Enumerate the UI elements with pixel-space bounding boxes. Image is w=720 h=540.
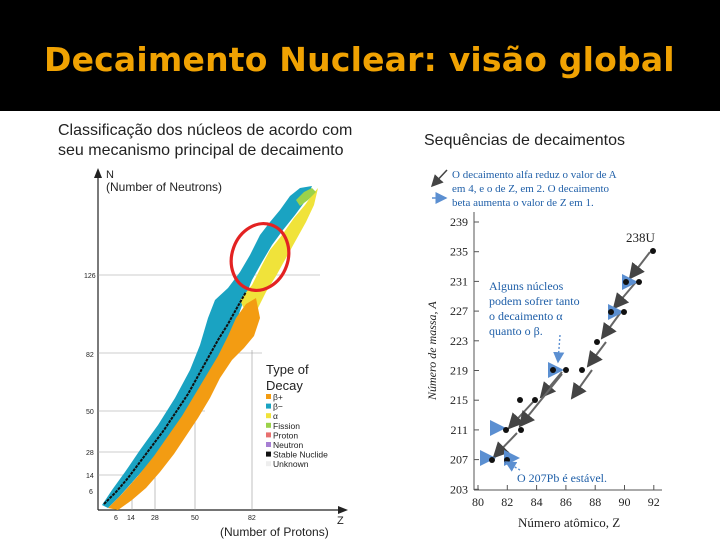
decay-series-chart: O decaimento alfa reduz o valor de A em … bbox=[425, 169, 662, 530]
nuclide-chart: N (Number of Neutrons) Z (Number of Prot… bbox=[84, 168, 348, 539]
decay-x-tick: 90 bbox=[619, 495, 631, 509]
decay-x-tick: 80 bbox=[472, 495, 484, 509]
legend-swatch bbox=[266, 442, 271, 447]
nuclide-y-letter: N bbox=[106, 169, 114, 181]
legend-swatch bbox=[266, 394, 271, 399]
nuclide-x-tick: 50 bbox=[191, 515, 199, 522]
left-caption-line1: Classificação dos núcleos de acordo com bbox=[58, 122, 353, 139]
right-caption: Sequências de decaimentos bbox=[424, 132, 626, 149]
legend-swatch bbox=[266, 451, 271, 457]
decay-y-tick: 231 bbox=[450, 274, 468, 288]
left-caption: Classificação dos núcleos de acordo com … bbox=[58, 121, 352, 161]
nuclide-y-tick: 6 bbox=[89, 489, 93, 496]
legend-title-line1: Type of bbox=[266, 362, 309, 377]
decay-y-tick: 207 bbox=[450, 453, 468, 467]
decay-y-tick: 211 bbox=[450, 423, 468, 437]
nuclide-y-tick: 50 bbox=[86, 409, 94, 416]
decay-mid-note-line1: Alguns núcleos bbox=[489, 279, 564, 293]
decay-y-tick: 203 bbox=[450, 482, 468, 496]
nuclide-stable-line bbox=[103, 291, 247, 505]
title-bar bbox=[0, 0, 720, 111]
nuclide-band-alpha bbox=[240, 188, 318, 318]
legend-swatch bbox=[266, 422, 271, 428]
decay-y-label: Número de massa, A bbox=[425, 301, 439, 401]
decay-start-label: 238U bbox=[626, 230, 656, 245]
decay-note-line3: beta aumenta o valor de Z em 1. bbox=[452, 197, 594, 209]
nuclide-x-letter: Z bbox=[337, 515, 344, 527]
legend-label: β+ bbox=[273, 392, 283, 402]
legend-label: β− bbox=[273, 402, 283, 412]
decay-x-tick: 86 bbox=[560, 495, 572, 509]
legend-label: Proton bbox=[273, 430, 298, 440]
nuclide-x-tick: 82 bbox=[248, 515, 256, 522]
legend-label: Stable Nuclide bbox=[273, 450, 328, 460]
decay-x-tick: 82 bbox=[501, 495, 513, 509]
nuclide-y-arrow bbox=[94, 168, 102, 178]
alpha-legend-arrow bbox=[430, 169, 448, 188]
decay-y-tick: 219 bbox=[450, 364, 468, 378]
decay-mid-note-line3: o decaimento α bbox=[489, 309, 563, 323]
legend-swatch bbox=[266, 461, 271, 467]
decay-note-line2: em 4, e o de Z, em 2. O decaimento bbox=[452, 183, 610, 195]
decay-x-tick: 92 bbox=[648, 495, 660, 509]
decay-end-label: O 207Pb é estável. bbox=[517, 471, 607, 485]
nuclide-y-tick: 14 bbox=[86, 473, 94, 480]
decay-y-tick: 223 bbox=[450, 334, 468, 348]
legend-label: Neutron bbox=[273, 440, 304, 450]
decay-y-tick: 227 bbox=[450, 304, 468, 318]
decay-chain bbox=[480, 248, 656, 472]
decay-mid-note: Alguns núcleos podem sofrer tanto o deca… bbox=[489, 279, 580, 338]
slide-title: Decaimento Nuclear: visão global bbox=[44, 40, 675, 79]
legend-swatch bbox=[266, 403, 271, 409]
decay-note-line1: O decaimento alfa reduz o valor de A bbox=[452, 169, 617, 181]
nuclide-y-tick: 28 bbox=[86, 450, 94, 457]
nuclide-highlight-circle bbox=[229, 222, 291, 292]
nuclide-x-label: (Number of Protons) bbox=[220, 525, 329, 539]
nuclide-band-fission bbox=[296, 188, 316, 206]
nuclide-x-tick: 28 bbox=[151, 515, 159, 522]
nuclide-y-tick: 126 bbox=[84, 273, 96, 280]
decay-y-tick: 215 bbox=[450, 393, 468, 407]
nuclide-y-label: (Number of Neutrons) bbox=[106, 180, 222, 194]
nuclide-x-tick: 14 bbox=[127, 515, 135, 522]
legend-title-line2: Decay bbox=[266, 378, 303, 393]
legend-label: Fission bbox=[273, 421, 300, 431]
legend-label: α bbox=[273, 411, 278, 421]
legend-label: Unknown bbox=[273, 459, 309, 469]
decay-y-tick: 239 bbox=[450, 215, 468, 229]
nuclide-x-arrow bbox=[338, 506, 348, 514]
nuclide-x-tick: 6 bbox=[114, 515, 118, 522]
legend-swatch bbox=[266, 432, 271, 438]
left-caption-line2: seu mecanismo principal de decaimento bbox=[58, 142, 344, 159]
nuclide-band-beta-minus bbox=[102, 186, 312, 508]
decay-mid-note-line4: quanto o β. bbox=[489, 324, 543, 338]
decay-x-tick: 88 bbox=[589, 495, 601, 509]
decay-mid-note-line2: podem sofrer tanto bbox=[489, 294, 580, 308]
nuclide-y-tick: 82 bbox=[86, 352, 94, 359]
decay-x-label: Número atômico, Z bbox=[518, 515, 620, 530]
nuclide-legend: Type of Decay β+β−αFissionProtonNeutronS… bbox=[266, 362, 328, 469]
decay-x-tick: 84 bbox=[531, 495, 543, 509]
nuclide-band-beta-plus bbox=[108, 298, 260, 510]
decay-y-tick: 235 bbox=[450, 245, 468, 259]
legend-swatch bbox=[266, 413, 271, 419]
